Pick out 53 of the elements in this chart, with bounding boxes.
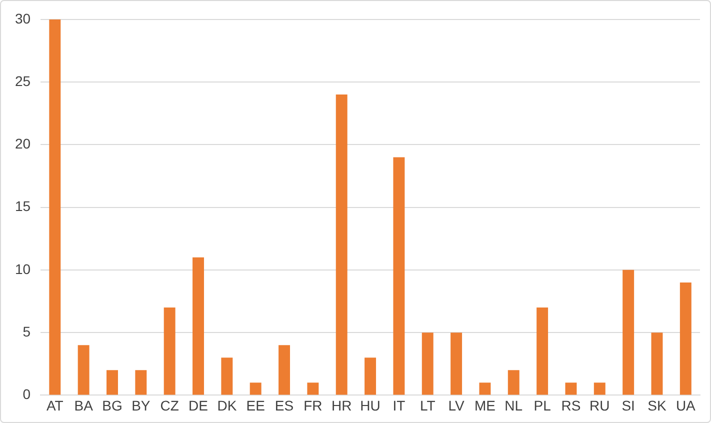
bar bbox=[536, 308, 548, 395]
y-tick-label: 25 bbox=[14, 72, 31, 89]
x-tick-label: HR bbox=[332, 397, 352, 414]
x-tick-label: LV bbox=[448, 397, 465, 414]
x-tick-label: NL bbox=[504, 397, 523, 414]
x-tick-label: RS bbox=[561, 397, 581, 414]
bar bbox=[651, 332, 663, 395]
bar bbox=[221, 358, 233, 395]
x-tick-label: BA bbox=[74, 397, 94, 414]
bar bbox=[622, 270, 634, 395]
bar bbox=[364, 358, 376, 395]
x-tick-label: HU bbox=[360, 397, 380, 414]
x-tick-label: EE bbox=[246, 397, 265, 414]
x-tick-label: BY bbox=[132, 397, 151, 414]
bar bbox=[680, 282, 692, 395]
bar bbox=[565, 382, 577, 395]
x-tick-label: FR bbox=[304, 397, 322, 414]
y-tick-label: 10 bbox=[14, 260, 31, 277]
bar bbox=[164, 308, 176, 395]
x-tick-label: DE bbox=[188, 397, 208, 414]
y-tick-label: 30 bbox=[14, 10, 31, 26]
bar bbox=[393, 157, 405, 395]
bar bbox=[307, 382, 319, 395]
x-tick-label: UA bbox=[676, 397, 696, 414]
bar bbox=[508, 370, 520, 395]
bar bbox=[278, 345, 290, 395]
bar bbox=[422, 332, 434, 395]
x-tick-label: RU bbox=[590, 397, 610, 414]
x-tick-label: DK bbox=[217, 397, 238, 414]
bar bbox=[106, 370, 118, 395]
bar bbox=[250, 382, 262, 395]
x-tick-label: PL bbox=[534, 397, 552, 414]
bar bbox=[594, 382, 606, 395]
bar bbox=[192, 257, 204, 395]
bar bbox=[135, 370, 147, 395]
x-tick-label: ES bbox=[274, 397, 294, 414]
y-tick-label: 0 bbox=[22, 386, 31, 402]
x-tick-label: CZ bbox=[160, 397, 180, 414]
x-tick-label: SI bbox=[622, 397, 635, 414]
x-tick-label: IT bbox=[392, 397, 406, 414]
x-tick-label: BG bbox=[102, 397, 122, 414]
y-tick-label: 15 bbox=[14, 198, 31, 214]
x-tick-label: AT bbox=[46, 397, 64, 414]
y-tick-label: 20 bbox=[14, 136, 31, 152]
x-tick-label: SK bbox=[648, 397, 667, 414]
y-tick-label: 5 bbox=[22, 323, 31, 340]
bar bbox=[49, 19, 61, 395]
x-tick-label: ME bbox=[474, 397, 496, 414]
bar bbox=[450, 332, 462, 395]
bar bbox=[78, 345, 90, 395]
bar bbox=[479, 382, 491, 395]
x-tick-label: LT bbox=[420, 397, 436, 414]
bar bbox=[336, 94, 348, 395]
